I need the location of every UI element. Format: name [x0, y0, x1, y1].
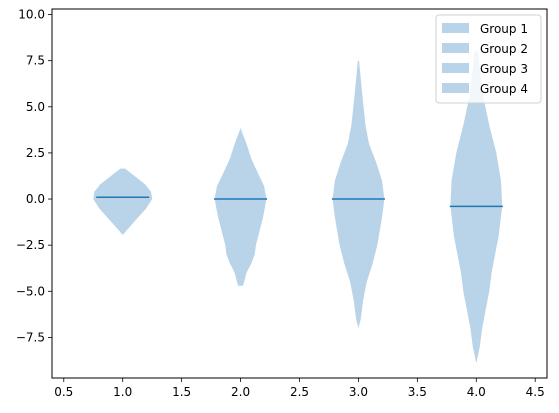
- x-tick-label: 1.5: [172, 385, 191, 399]
- y-tick-label: 5.0: [26, 100, 45, 114]
- y-tick-label: −2.5: [16, 238, 45, 252]
- x-tick-label: 3.0: [349, 385, 368, 399]
- x-tick-label: 2.0: [231, 385, 250, 399]
- y-tick-label: −5.0: [16, 284, 45, 298]
- x-tick-label: 2.5: [290, 385, 309, 399]
- x-tick-label: 4.5: [526, 385, 545, 399]
- y-tick-label: 0.0: [26, 192, 45, 206]
- y-tick-label: −7.5: [16, 330, 45, 344]
- legend-swatch-1: [442, 23, 469, 33]
- legend-label-1: Group 1: [480, 22, 528, 36]
- legend-label-3: Group 3: [480, 62, 528, 76]
- legend-swatch-3: [442, 63, 469, 73]
- violin-body-2: [214, 128, 267, 286]
- legend-label-2: Group 2: [480, 42, 528, 56]
- x-tick-label: 4.0: [467, 385, 486, 399]
- legend-swatch-4: [442, 83, 469, 93]
- y-tick-label: 10.0: [18, 8, 45, 22]
- violin-body-1: [93, 168, 153, 235]
- legend-swatch-2: [442, 43, 469, 53]
- legend: Group 1 Group 2 Group 3 Group 4: [435, 14, 542, 104]
- x-tick-label: 3.5: [408, 385, 427, 399]
- plot-area: [93, 51, 503, 364]
- y-tick-label: 2.5: [26, 146, 45, 160]
- y-tick-label: 7.5: [26, 54, 45, 68]
- violin-body-3: [332, 60, 385, 329]
- legend-label-4: Group 4: [480, 82, 528, 96]
- legend-box: [435, 14, 542, 104]
- axis-ticks: 0.5 1.0 1.5 2.0 2.5 3.0 3.5 4.0 4.5 −7.5 −5.0 −2.5 0…: [16, 8, 545, 399]
- x-tick-label: 0.5: [54, 385, 73, 399]
- violin-body-4: [450, 51, 503, 364]
- x-tick-label: 1.0: [113, 385, 132, 399]
